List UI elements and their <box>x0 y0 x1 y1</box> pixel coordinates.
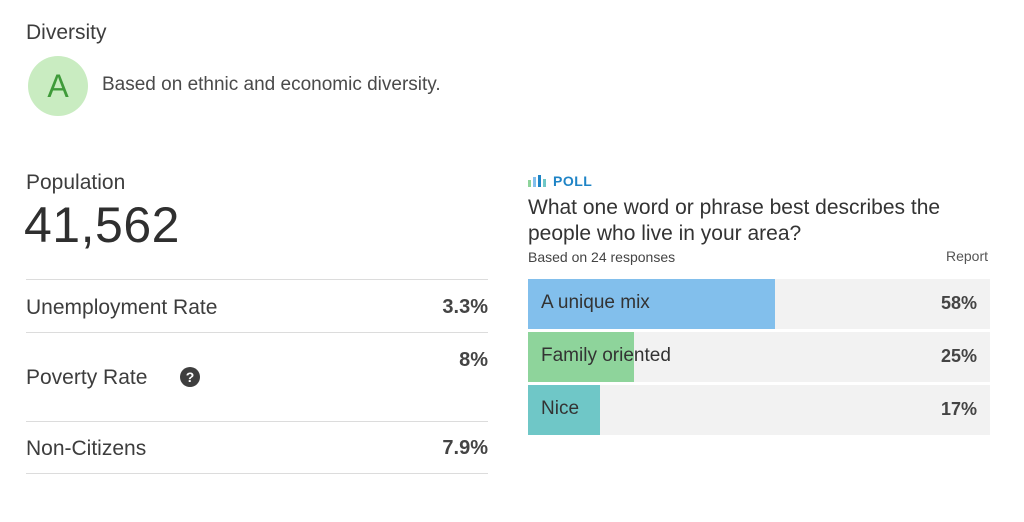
stat-row-poverty: Poverty Rate ? 8% <box>26 332 488 421</box>
population-value: 41,562 <box>24 197 180 253</box>
poll-tag-label: POLL <box>553 173 593 189</box>
report-link[interactable]: Report <box>946 248 989 264</box>
poll-option-label: Nice <box>541 398 580 419</box>
poll-option[interactable]: Family oriented 25% <box>528 332 990 382</box>
poll-option[interactable]: Nice 17% <box>528 385 990 435</box>
poll-question: What one word or phrase best describes t… <box>528 196 941 245</box>
stat-value: 7.9% <box>442 437 488 459</box>
stat-row-unemployment: Unemployment Rate 3.3% <box>26 279 488 332</box>
poll-option-percent: 58% <box>940 293 977 313</box>
poll-option-label: Family oriented <box>541 345 671 366</box>
bar-chart-icon <box>528 175 546 187</box>
poll-option-fill <box>528 279 775 329</box>
population-label: Population <box>26 171 126 194</box>
poll-option-fill <box>528 332 634 382</box>
stats-list: Unemployment Rate 3.3% Poverty Rate ? 8%… <box>26 279 488 474</box>
poll-option-percent: 17% <box>940 399 977 419</box>
stat-value: 3.3% <box>442 296 488 318</box>
diversity-title: Diversity <box>26 21 107 44</box>
stat-label: Poverty Rate <box>26 366 148 389</box>
poll-options: A unique mix 58% Family oriented 25% Nic… <box>528 279 990 438</box>
stat-label: Unemployment Rate <box>26 296 218 319</box>
poll-tag: POLL <box>528 173 592 189</box>
stat-label: Non-Citizens <box>26 437 147 460</box>
poll-response-count: Based on 24 responses <box>528 249 676 265</box>
poll-option-percent: 25% <box>940 346 977 366</box>
poll-option-fill <box>528 385 600 435</box>
stat-value: 8% <box>459 349 488 371</box>
diversity-grade-badge: A <box>28 56 88 116</box>
poll-option[interactable]: A unique mix 58% <box>528 279 990 329</box>
diversity-description: Based on ethnic and economic diversity. <box>102 74 441 95</box>
question-mark-icon[interactable]: ? <box>180 367 200 387</box>
poll-option-label: A unique mix <box>541 292 650 313</box>
stat-row-non-citizens: Non-Citizens 7.9% <box>26 421 488 474</box>
